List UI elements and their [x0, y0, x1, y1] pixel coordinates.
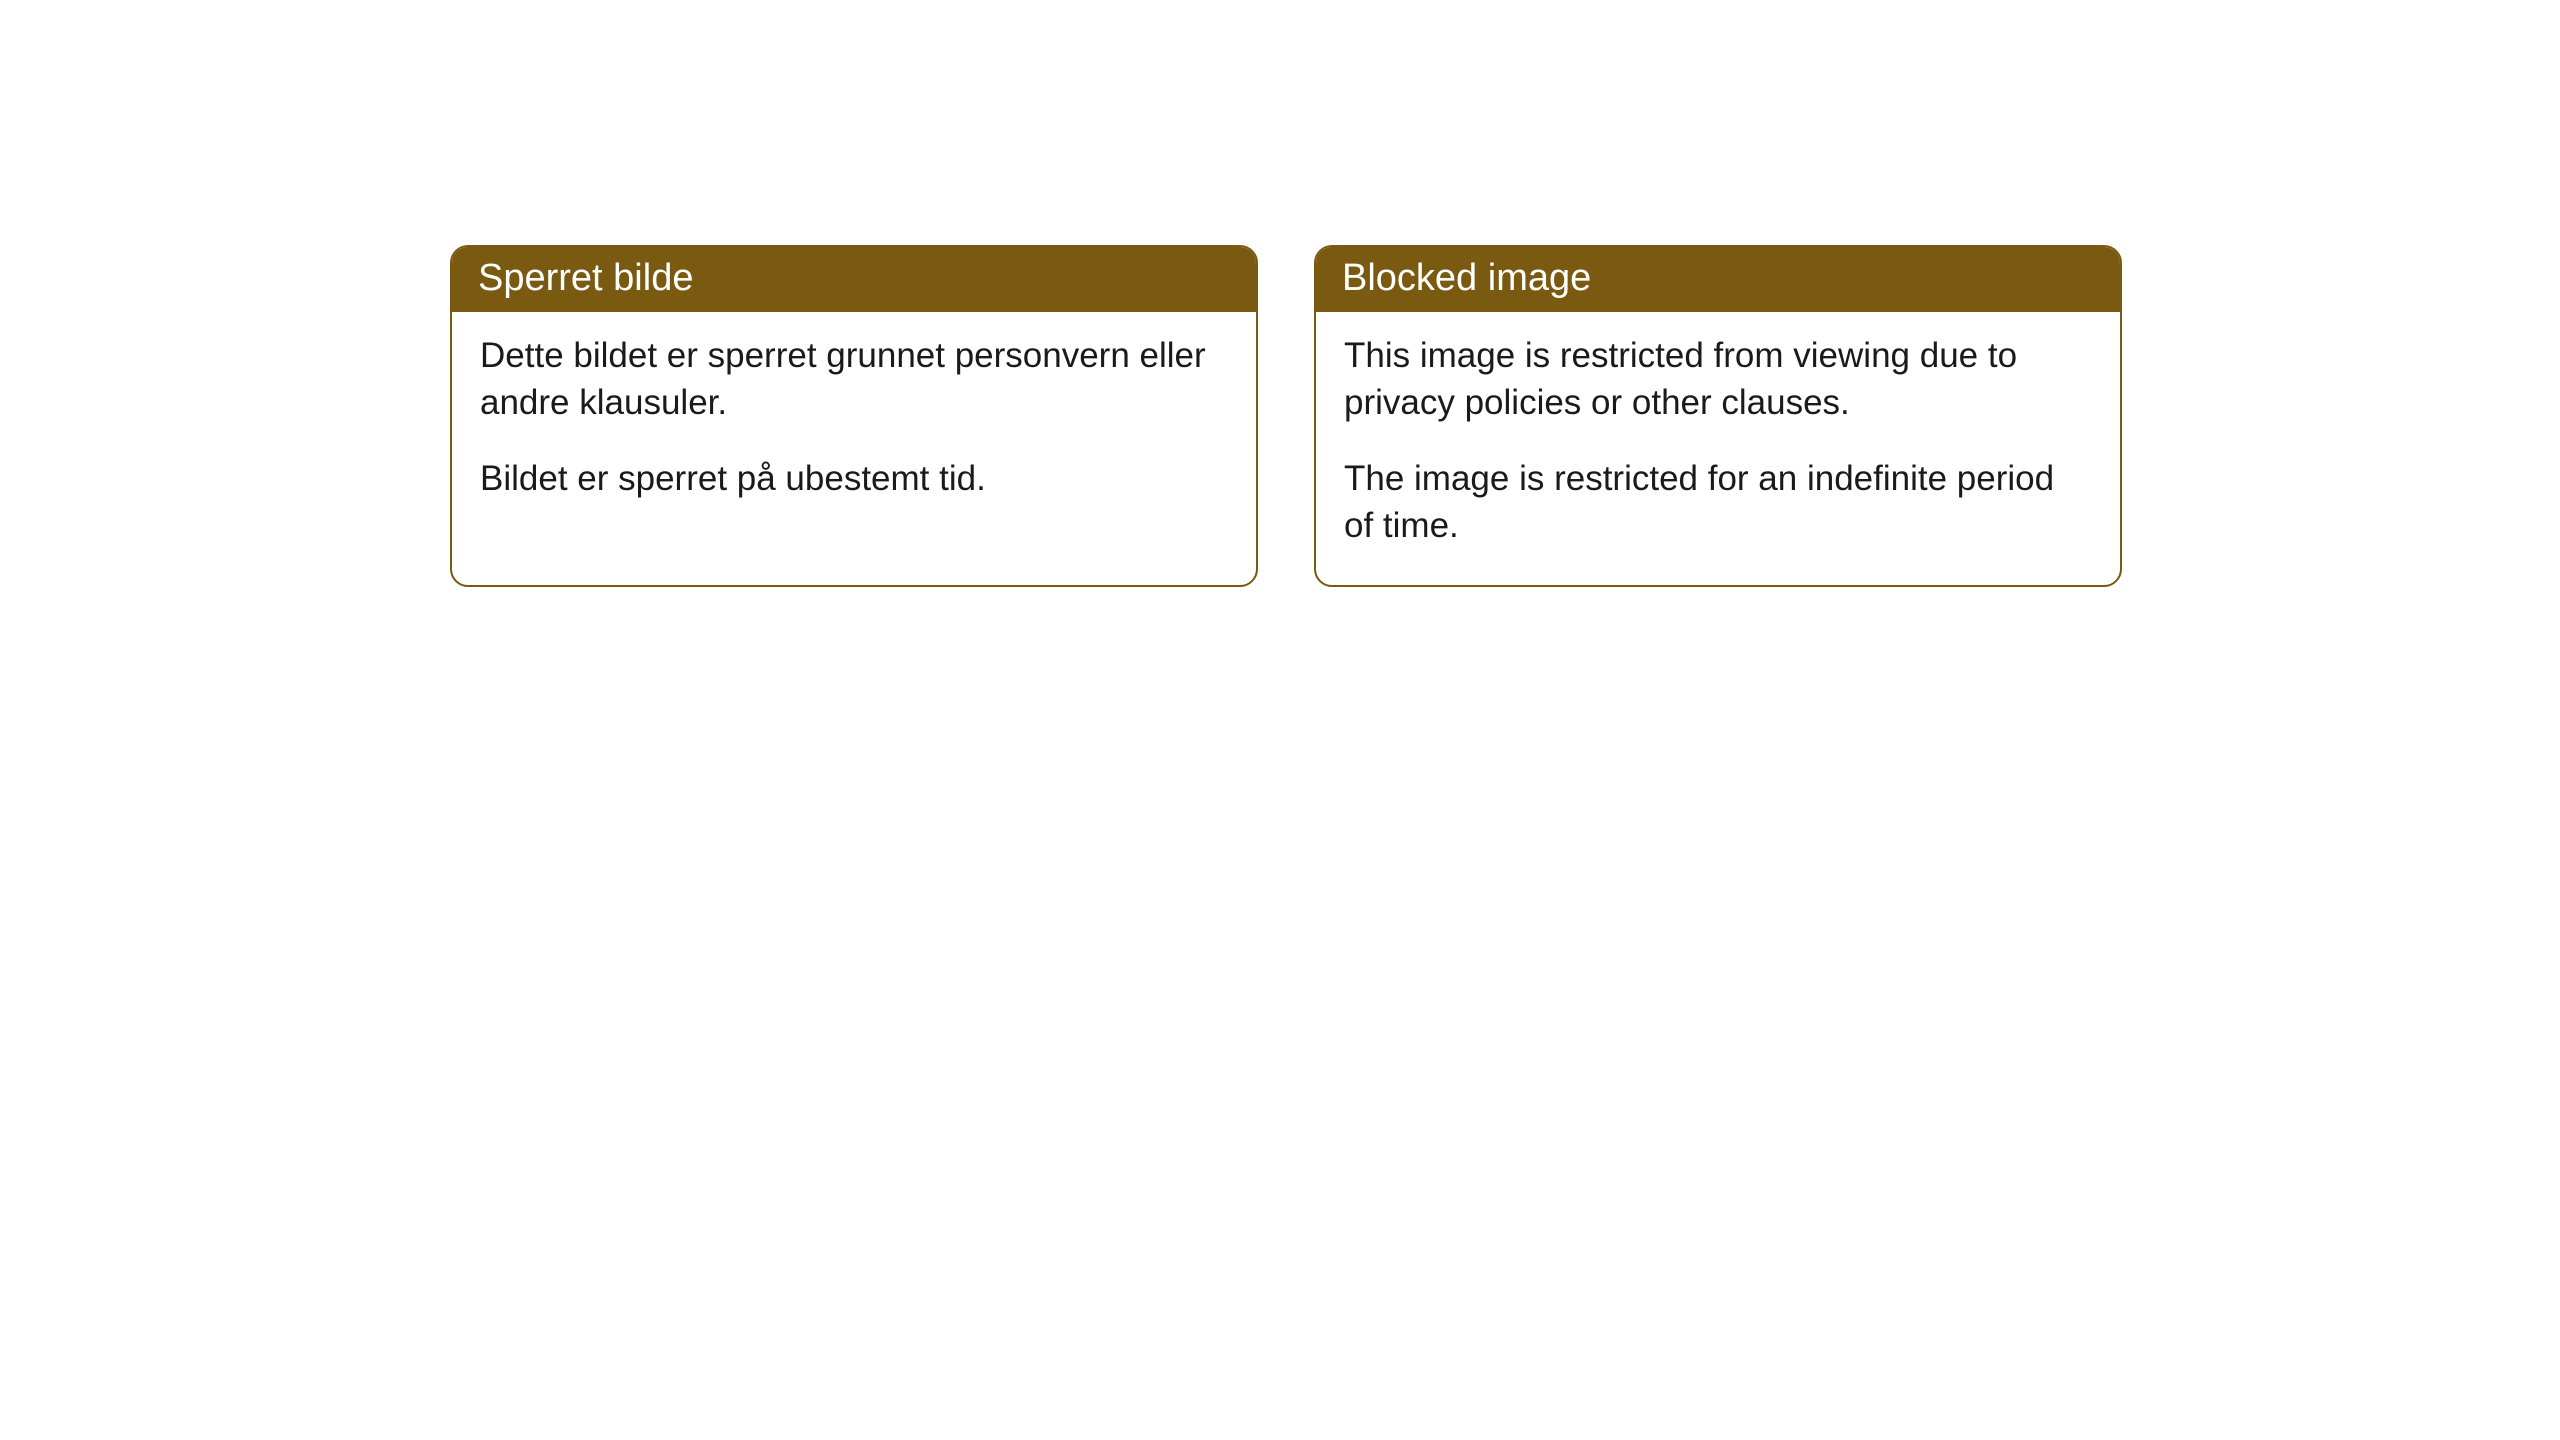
notice-body: Dette bildet er sperret grunnet personve…	[452, 312, 1256, 538]
notice-body: This image is restricted from viewing du…	[1316, 312, 2120, 585]
notice-card-norwegian: Sperret bilde Dette bildet er sperret gr…	[450, 245, 1258, 587]
notice-paragraph: The image is restricted for an indefinit…	[1344, 455, 2092, 550]
notice-header: Blocked image	[1316, 247, 2120, 312]
notice-paragraph: Dette bildet er sperret grunnet personve…	[480, 332, 1228, 427]
notice-header: Sperret bilde	[452, 247, 1256, 312]
notice-paragraph: This image is restricted from viewing du…	[1344, 332, 2092, 427]
notice-paragraph: Bildet er sperret på ubestemt tid.	[480, 455, 1228, 502]
notice-container: Sperret bilde Dette bildet er sperret gr…	[0, 0, 2560, 587]
notice-card-english: Blocked image This image is restricted f…	[1314, 245, 2122, 587]
